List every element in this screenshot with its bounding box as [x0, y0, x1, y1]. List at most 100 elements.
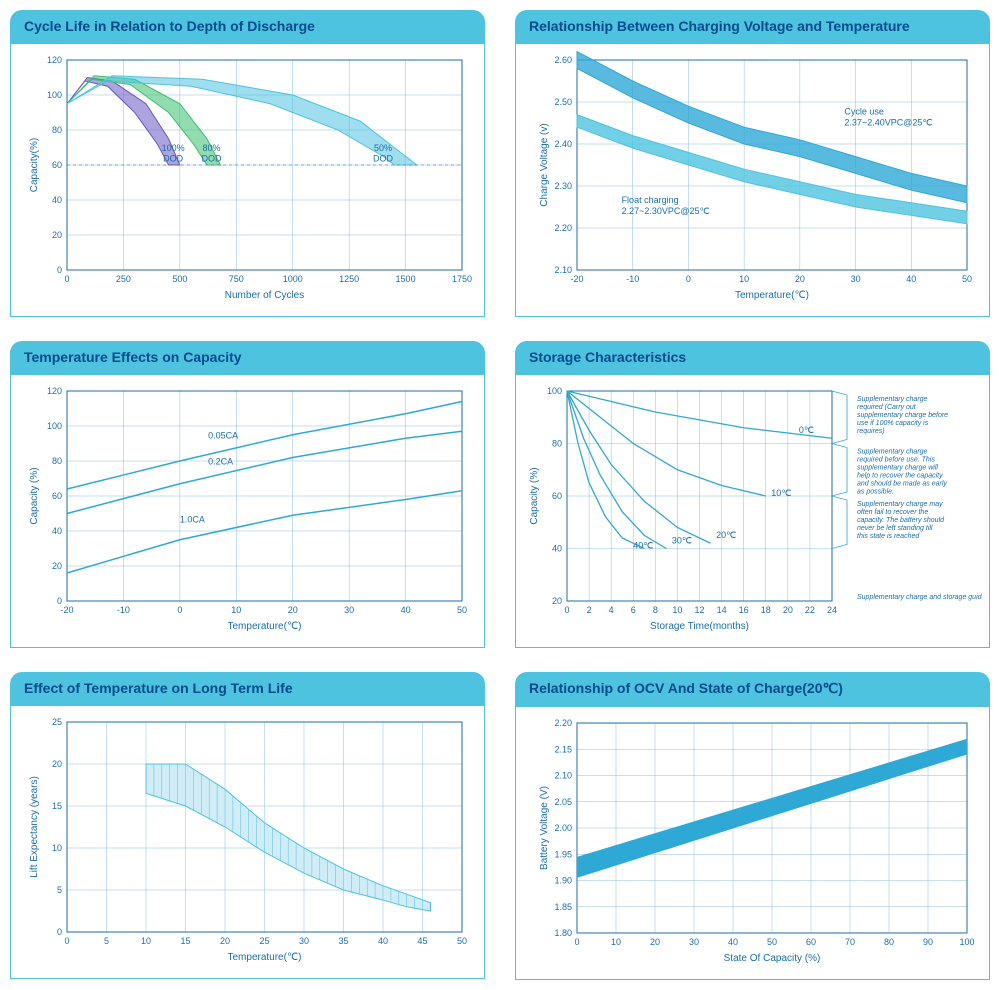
svg-text:50: 50	[767, 937, 777, 947]
svg-text:0: 0	[177, 605, 182, 615]
svg-text:0: 0	[57, 596, 62, 606]
svg-text:Temperature(℃): Temperature(℃)	[227, 621, 301, 632]
svg-text:60: 60	[806, 937, 816, 947]
svg-text:8: 8	[653, 605, 658, 615]
svg-text:40: 40	[401, 605, 411, 615]
chart-ocv: 01020304050607080901001.801.851.901.952.…	[522, 713, 982, 973]
svg-text:-20: -20	[570, 274, 583, 284]
svg-text:1000: 1000	[283, 274, 303, 284]
svg-text:20: 20	[783, 605, 793, 615]
svg-text:2.20: 2.20	[554, 718, 572, 728]
svg-text:40: 40	[728, 937, 738, 947]
svg-text:100: 100	[959, 937, 974, 947]
svg-text:Storage Time(months): Storage Time(months)	[650, 621, 749, 632]
svg-text:-20: -20	[60, 605, 73, 615]
svg-text:Capacity(%): Capacity(%)	[29, 138, 40, 192]
svg-text:0.2CA: 0.2CA	[208, 457, 233, 467]
svg-text:0: 0	[57, 927, 62, 937]
svg-text:20: 20	[795, 274, 805, 284]
svg-text:40℃: 40℃	[633, 541, 653, 551]
svg-text:10: 10	[611, 937, 621, 947]
svg-text:0: 0	[564, 605, 569, 615]
chart-charge-voltage: -20-10010203040502.102.202.302.402.502.6…	[522, 50, 982, 310]
svg-text:15: 15	[52, 801, 62, 811]
chart-long-term: 051015202530354045500510152025Temperatur…	[17, 712, 477, 972]
svg-text:60: 60	[52, 491, 62, 501]
svg-text:120: 120	[47, 386, 62, 396]
svg-text:100%: 100%	[162, 143, 185, 153]
svg-text:1.80: 1.80	[554, 928, 572, 938]
card-temp-capacity: Temperature Effects on Capacity -20-1001…	[10, 341, 485, 648]
svg-text:requires): requires)	[857, 428, 885, 435]
svg-text:10: 10	[672, 605, 682, 615]
svg-text:25: 25	[259, 936, 269, 946]
svg-text:80: 80	[884, 937, 894, 947]
svg-text:1250: 1250	[339, 274, 359, 284]
svg-text:20℃: 20℃	[716, 530, 736, 540]
svg-text:1500: 1500	[396, 274, 416, 284]
svg-text:10: 10	[52, 843, 62, 853]
svg-text:Temperature(℃): Temperature(℃)	[227, 952, 301, 963]
chart-cycle-life: 0250500750100012501500175002040608010012…	[17, 50, 477, 310]
svg-text:10: 10	[141, 936, 151, 946]
svg-text:2.37~2.40VPC@25℃: 2.37~2.40VPC@25℃	[844, 118, 932, 128]
title-long-term: Effect of Temperature on Long Term Life	[10, 672, 485, 706]
chart-temp-capacity: -20-1001020304050020406080100120Temperat…	[17, 381, 477, 641]
svg-text:10℃: 10℃	[771, 488, 791, 498]
svg-text:required before use. This: required before use. This	[857, 457, 935, 464]
title-temp-capacity: Temperature Effects on Capacity	[10, 341, 485, 375]
svg-text:2: 2	[587, 605, 592, 615]
svg-text:Supplementary charge may: Supplementary charge may	[857, 501, 943, 508]
title-storage: Storage Characteristics	[515, 341, 990, 375]
svg-text:750: 750	[229, 274, 244, 284]
svg-text:50: 50	[457, 605, 467, 615]
svg-text:0: 0	[64, 274, 69, 284]
svg-text:required (Carry out: required (Carry out	[857, 404, 917, 411]
svg-text:often fail to recover the: often fail to recover the	[857, 509, 928, 516]
svg-text:Supplementary charge: Supplementary charge	[857, 449, 928, 456]
svg-text:30: 30	[689, 937, 699, 947]
svg-text:100: 100	[47, 90, 62, 100]
svg-text:50%: 50%	[374, 143, 392, 153]
svg-text:1750: 1750	[452, 274, 472, 284]
svg-text:5: 5	[57, 885, 62, 895]
svg-text:30: 30	[851, 274, 861, 284]
svg-text:never be left standing till: never be left standing till	[857, 525, 933, 532]
svg-text:and should be made as early: and should be made as early	[857, 481, 947, 488]
svg-text:Supplementary charge and stora: Supplementary charge and storage guideli…	[857, 594, 982, 601]
svg-text:Lift Expectancy (years): Lift Expectancy (years)	[29, 776, 40, 878]
svg-text:0.05CA: 0.05CA	[208, 430, 238, 440]
chart-grid: Cycle Life in Relation to Depth of Disch…	[10, 10, 990, 980]
card-charge-voltage: Relationship Between Charging Voltage an…	[515, 10, 990, 317]
svg-text:capacity. The battery should: capacity. The battery should	[857, 517, 945, 524]
svg-text:0: 0	[686, 274, 691, 284]
svg-text:60: 60	[552, 491, 562, 501]
svg-text:2.27~2.30VPC@25℃: 2.27~2.30VPC@25℃	[622, 206, 710, 216]
svg-text:help to recover the capacity: help to recover the capacity	[857, 473, 943, 480]
svg-text:1.0CA: 1.0CA	[180, 514, 205, 524]
svg-text:20: 20	[52, 561, 62, 571]
svg-text:1.85: 1.85	[554, 902, 572, 912]
svg-text:supplementary charge before: supplementary charge before	[857, 412, 948, 419]
svg-text:40: 40	[52, 526, 62, 536]
svg-text:20: 20	[52, 759, 62, 769]
svg-text:4: 4	[609, 605, 614, 615]
svg-text:80: 80	[552, 439, 562, 449]
svg-text:100: 100	[547, 386, 562, 396]
svg-text:500: 500	[172, 274, 187, 284]
svg-text:40: 40	[52, 195, 62, 205]
svg-text:15: 15	[180, 936, 190, 946]
svg-text:Charge Voltage (v): Charge Voltage (v)	[539, 123, 550, 206]
svg-text:Capacity (%): Capacity (%)	[529, 467, 540, 524]
svg-text:DOD: DOD	[373, 154, 394, 164]
svg-text:use if 100% capacity is: use if 100% capacity is	[857, 420, 929, 427]
svg-text:20: 20	[52, 230, 62, 240]
svg-text:24: 24	[827, 605, 837, 615]
svg-text:2.30: 2.30	[554, 181, 572, 191]
svg-text:as possible.: as possible.	[857, 489, 894, 496]
svg-text:2.05: 2.05	[554, 797, 572, 807]
title-ocv: Relationship of OCV And State of Charge(…	[515, 672, 990, 707]
svg-text:40: 40	[552, 544, 562, 554]
card-storage: Storage Characteristics 0246810121416182…	[515, 341, 990, 648]
svg-text:20: 20	[650, 937, 660, 947]
